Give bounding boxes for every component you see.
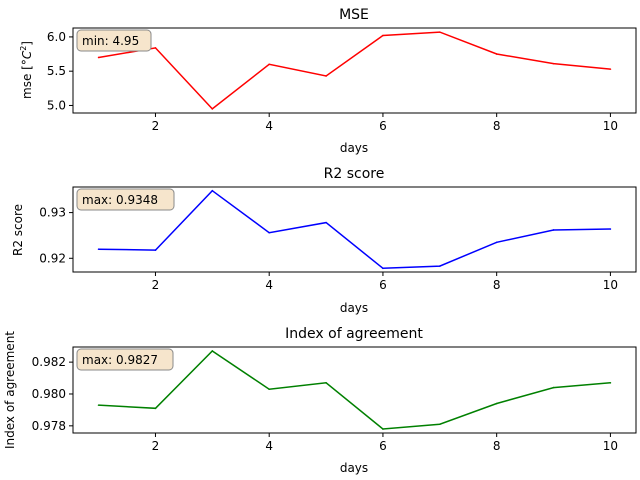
ioa-x-tick-label: 8 bbox=[493, 439, 501, 453]
ioa-annotation-text: max: 0.9827 bbox=[82, 353, 158, 367]
mse-data-point bbox=[552, 62, 555, 65]
mse-annotation-box bbox=[76, 29, 152, 52]
r2-x-tick-label: 6 bbox=[379, 278, 387, 292]
r2-y-axis-label: R2 score bbox=[11, 204, 25, 256]
ioa-series-line bbox=[98, 350, 611, 430]
r2-data-point bbox=[268, 231, 270, 234]
ioa-data-point bbox=[97, 404, 100, 406]
mse-data-point bbox=[325, 75, 327, 77]
r2-annotation-box bbox=[76, 188, 175, 211]
r2-data-point bbox=[552, 229, 555, 231]
r2-y-tick-label: 0.93 bbox=[39, 206, 66, 220]
ioa-y-tick-label: 0.982 bbox=[32, 355, 66, 369]
mse-series-points bbox=[97, 31, 612, 110]
r2-plot-frame bbox=[72, 186, 637, 273]
ioa-y-tick-label: 0.980 bbox=[32, 387, 66, 401]
ioa-x-tick-label: 4 bbox=[265, 439, 273, 453]
mse-data-point bbox=[97, 56, 100, 59]
r2-x-axis-label: days bbox=[340, 301, 368, 315]
mse-y-axis-label-base: mse [ bbox=[20, 65, 34, 99]
ioa-x-axis-label: days bbox=[340, 461, 368, 475]
ioa-plot-frame bbox=[72, 346, 637, 434]
ioa-y-tick-label: 0.978 bbox=[32, 419, 66, 433]
ioa-x-tick-label: 10 bbox=[603, 439, 618, 453]
ioa-data-point bbox=[552, 386, 555, 389]
mse-data-point bbox=[495, 53, 498, 55]
ioa-title: Index of agreement bbox=[285, 326, 423, 342]
mse-x-tick-label: 4 bbox=[265, 119, 273, 133]
ioa-y-ticks: 0.978 0.980 0.982 bbox=[32, 355, 73, 433]
r2-data-point bbox=[97, 248, 100, 250]
r2-x-tick-label: 2 bbox=[152, 278, 160, 292]
mse-y-ticks: 5.0 5.5 6.0 bbox=[47, 30, 73, 112]
ioa-x-ticks: 2 4 6 8 10 bbox=[152, 433, 618, 453]
mse-data-point bbox=[154, 47, 157, 49]
r2-data-point bbox=[211, 189, 214, 192]
mse-data-point bbox=[268, 63, 270, 66]
mse-x-tick-label: 6 bbox=[379, 119, 387, 133]
ioa-y-axis-label: Index of agreement bbox=[3, 331, 17, 449]
mse-y-axis-label-unit: °C bbox=[20, 50, 34, 65]
r2-x-tick-label: 8 bbox=[493, 278, 501, 292]
mse-panel: MSE 2 4 6 8 10 5.05.56.0 days mse [°C2] min:… bbox=[19, 7, 637, 155]
mse-data-point bbox=[382, 34, 384, 37]
r2-annotation-text: max: 0.9348 bbox=[82, 193, 158, 207]
mse-x-ticks: 2 4 6 8 10 bbox=[152, 113, 618, 133]
ioa-x-tick-label: 2 bbox=[152, 439, 160, 453]
mse-title: MSE bbox=[339, 7, 369, 23]
mse-y-tick-label: 5.5 bbox=[47, 64, 66, 78]
r2-data-point bbox=[439, 265, 441, 267]
r2-series-points bbox=[97, 189, 612, 270]
r2-data-point bbox=[609, 228, 612, 230]
mse-series-line bbox=[98, 31, 611, 110]
mse-y-axis-label-close: ] bbox=[20, 41, 34, 46]
ioa-x-tick-label: 6 bbox=[379, 439, 387, 453]
r2-data-point bbox=[325, 221, 327, 224]
r2-data-point bbox=[495, 241, 498, 244]
ioa-data-point bbox=[439, 423, 441, 426]
r2-y-ticks: 0.92 0.93 bbox=[39, 206, 73, 265]
ioa-data-point bbox=[154, 407, 157, 410]
mse-data-point bbox=[609, 68, 612, 70]
mse-y-axis-label-sup: 2 bbox=[19, 46, 28, 51]
ioa-data-point bbox=[211, 350, 214, 352]
mse-data-point bbox=[439, 31, 441, 33]
r2-panel: R2 score 2 4 6 8 10 0.92 0.93 days R2 score m… bbox=[11, 166, 637, 315]
r2-series-line bbox=[98, 189, 611, 270]
r2-data-point bbox=[154, 249, 157, 251]
r2-title: R2 score bbox=[324, 166, 385, 182]
ioa-data-point bbox=[495, 402, 498, 405]
ioa-series-points bbox=[97, 350, 612, 430]
r2-y-tick-label: 0.92 bbox=[39, 251, 66, 265]
mse-y-tick-label: 6.0 bbox=[47, 30, 66, 44]
r2-x-ticks: 2 4 6 8 10 bbox=[152, 272, 618, 292]
mse-x-tick-label: 8 bbox=[493, 119, 501, 133]
mse-y-tick-label: 5.0 bbox=[47, 98, 66, 112]
ioa-data-point bbox=[382, 428, 384, 430]
mse-x-tick-label: 2 bbox=[152, 119, 160, 133]
mse-plot-frame bbox=[72, 27, 637, 114]
r2-x-tick-label: 4 bbox=[265, 278, 273, 292]
ioa-annotation-box bbox=[76, 348, 174, 371]
mse-annotation-text: min: 4.95 bbox=[82, 34, 139, 48]
r2-data-point bbox=[382, 267, 384, 270]
mse-y-axis-label: mse [°C2] bbox=[19, 41, 34, 99]
mse-x-tick-label: 10 bbox=[603, 119, 618, 133]
mse-x-axis-label: days bbox=[340, 141, 368, 155]
r2-x-tick-label: 10 bbox=[603, 278, 618, 292]
mse-data-point bbox=[211, 108, 214, 110]
ioa-data-point bbox=[268, 388, 270, 391]
ioa-panel: Index of agreement 2 4 6 8 10 0.978 0.980 0.98… bbox=[3, 326, 637, 475]
ioa-data-point bbox=[609, 382, 612, 384]
ioa-data-point bbox=[325, 382, 327, 384]
